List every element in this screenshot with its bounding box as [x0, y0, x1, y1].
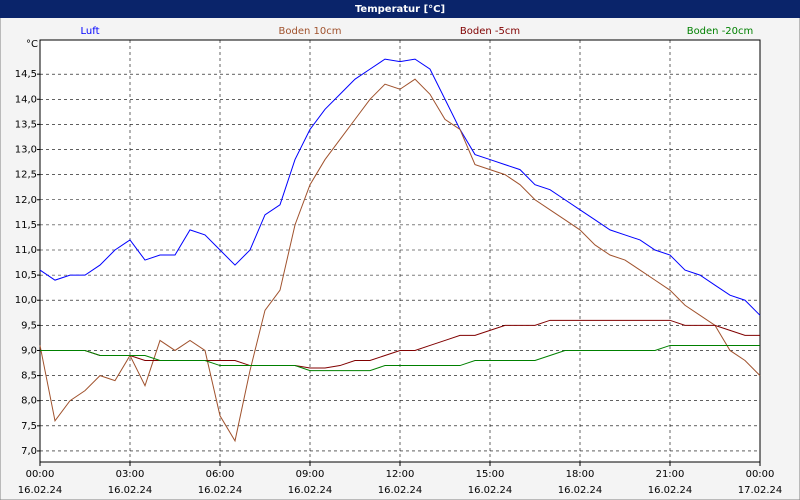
y-tick-label: 13,0 [15, 145, 37, 156]
y-tick-label: 12,0 [15, 195, 37, 206]
x-tick-label: 12:00 [386, 469, 415, 480]
x-tick-date: 16.02.24 [18, 485, 63, 496]
x-tick-label: 18:00 [566, 469, 595, 480]
line [39, 58, 761, 316]
legend-entry: Luft [81, 26, 100, 37]
x-tick-date: 16.02.24 [288, 485, 333, 496]
y-tick-label: 7,5 [21, 421, 37, 432]
x-tick-label: 21:00 [656, 469, 685, 480]
x-tick-label: 09:00 [296, 469, 325, 480]
y-unit: °C [26, 39, 38, 50]
x-tick-date: 16.02.24 [108, 485, 153, 496]
x-tick-date: 16.02.24 [198, 485, 243, 496]
y-tick-label: 8,5 [21, 371, 37, 382]
y-tick-label: 10,5 [15, 270, 37, 281]
y-tick-label: 8,0 [21, 396, 37, 407]
legend-entry: Boden -20cm [687, 26, 754, 37]
y-tick-label: 9,5 [21, 320, 37, 331]
y-tick-label: 12,5 [15, 170, 37, 181]
x-tick-date: 16.02.24 [468, 485, 513, 496]
x-tick-label: 06:00 [206, 469, 235, 480]
x-tick-label: 15:00 [476, 469, 505, 480]
line [40, 344, 760, 372]
y-tick-label: 13,5 [15, 119, 37, 130]
y-tick-label: 14,5 [15, 69, 37, 80]
x-tick-label: 00:00 [26, 469, 55, 480]
y-tick-label: 11,0 [15, 245, 37, 256]
title-bar [0, 0, 800, 18]
x-tick-date: 16.02.24 [378, 485, 423, 496]
y-tick-label: 7,0 [21, 446, 37, 457]
y-tick-label: 9,0 [21, 345, 37, 356]
chart-title: Temperatur [°C] [355, 4, 445, 15]
y-tick-label: 14,0 [15, 94, 37, 105]
x-tick-date: 16.02.24 [558, 485, 603, 496]
x-tick-label: 03:00 [116, 469, 145, 480]
legend-entry: Boden 10cm [279, 26, 342, 37]
line [39, 78, 761, 443]
x-tick-date: 17.02.24 [738, 485, 783, 496]
x-tick-date: 16.02.24 [648, 485, 693, 496]
y-tick-label: 11,5 [15, 220, 37, 231]
x-tick-label: 00:00 [746, 469, 775, 480]
y-tick-label: 10,0 [15, 295, 37, 306]
legend-entry: Boden -5cm [460, 26, 520, 37]
